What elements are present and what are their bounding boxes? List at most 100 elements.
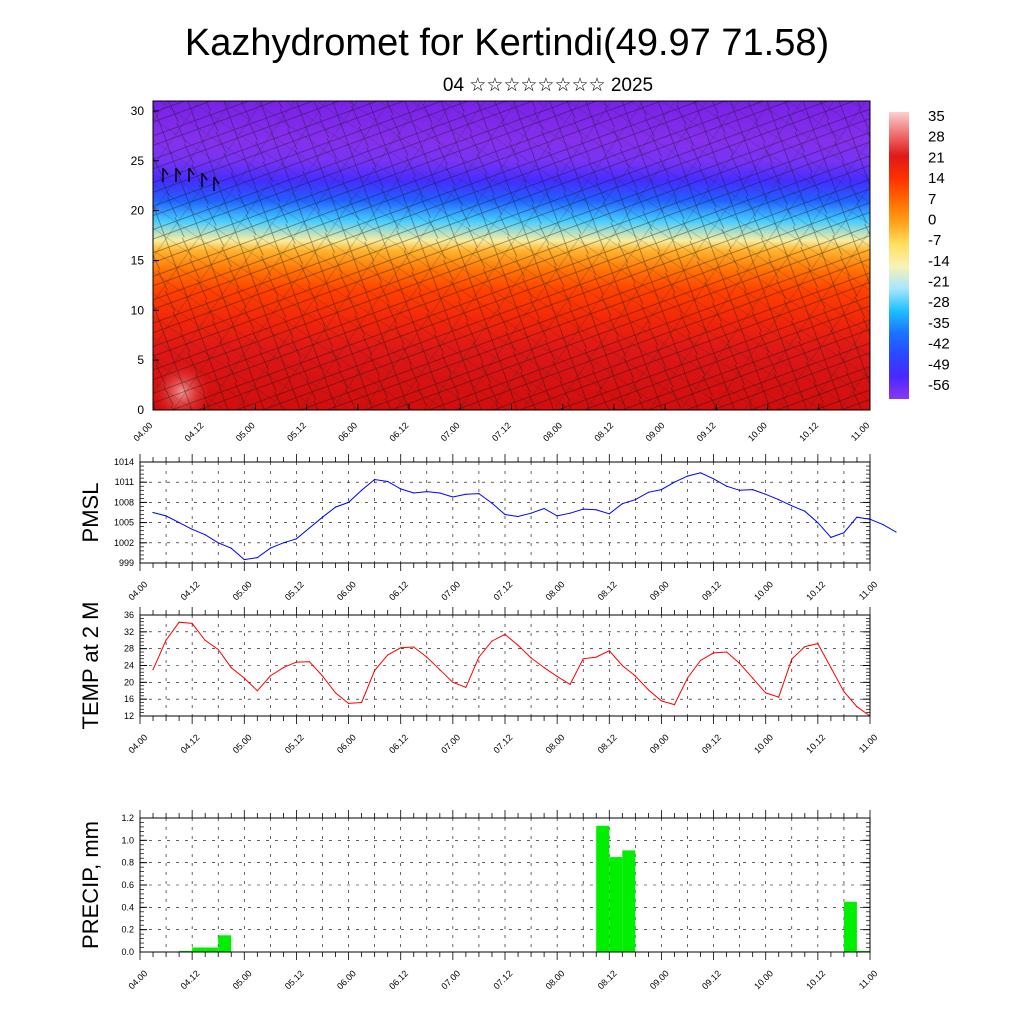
data-point [152,669,154,671]
xtick-label: 09.12 [700,579,723,602]
data-point [426,656,428,658]
series-line [152,621,871,717]
heatmap-xtick-label: 09.12 [695,420,718,443]
xtick-label: 09.00 [648,579,671,602]
ytick-label: 1005 [114,518,134,528]
data-point [686,475,689,477]
ytick-label: 20 [124,677,134,687]
precip-bar [205,947,219,952]
data-point [660,489,663,491]
heatmap-xtick-label: 11.00 [849,420,872,443]
colorbar: 35 28 21 14 7 0 -7 -14 -21 -28 -35 -42 -49 -56 [889,108,950,399]
precip-bar [622,850,636,952]
data-point [452,681,454,683]
xtick-label: 08.12 [596,968,619,991]
colorbar-label: 14 [928,170,945,187]
xtick-label: 11.00 [857,579,880,602]
heatmap-ytick-label: 15 [131,253,145,267]
data-point [256,690,258,692]
heatmap-xtick-label: 05.12 [285,420,308,443]
data-point [582,508,584,510]
data-point [608,513,610,515]
heatmap-xtick-label: 06.00 [336,420,359,443]
data-point [295,661,297,663]
data-point [374,669,376,672]
data-point [817,522,819,524]
data-point [217,648,219,651]
data-point [556,675,558,678]
xtick-label: 06.00 [335,968,358,991]
data-point [347,702,350,705]
data-point [426,491,428,493]
data-point [752,489,754,491]
ytick-label: 36 [124,610,134,620]
colorbar-ramp [889,112,909,399]
heatmap-xtick-label: 07.00 [439,420,462,443]
data-point [439,492,441,494]
data-point [361,701,363,704]
data-point [321,675,324,677]
data-point [621,664,623,667]
data-point [830,667,832,669]
data-point [647,689,650,691]
xtick-label: 10.00 [752,579,775,602]
xtick-label: 05.12 [283,732,306,755]
data-point [895,531,897,533]
data-point [230,667,232,669]
colorbar-label: 0 [928,211,936,228]
data-point [400,488,402,490]
data-point [243,677,245,679]
ytick-label: 24 [124,661,134,671]
heatmap-xtick-label: 08.12 [592,420,615,443]
data-point [530,657,532,659]
xtick-label: 10.00 [752,732,775,755]
heatmap-xtick-label: 09.00 [644,420,667,443]
chart-subtitle: 04 ☆☆☆☆☆☆☆☆ 2025 [443,75,653,96]
wind-barb [201,172,208,187]
y-axis-title: TEMP at 2 M [78,602,103,730]
heatmap-xtick-label: 10.12 [797,420,820,443]
data-point [465,493,467,495]
panel-frame [139,817,871,953]
xtick-label: 05.00 [231,732,254,755]
data-point [882,524,884,526]
data-point [699,472,702,474]
xtick-label: 09.00 [648,968,671,991]
data-point [256,557,258,559]
ytick-label: 0.4 [121,902,134,912]
data-point [439,669,441,671]
xtick-label: 08.00 [544,579,567,602]
wind-barb [188,167,195,182]
data-point [295,538,297,540]
temp-panel: 12 16 20 24 28 32 36 04.00 04.12 05.00 05.12 06.00 0… [78,602,879,756]
xtick-label: 10.12 [804,732,827,755]
data-point [830,536,832,539]
data-point [686,677,689,679]
xtick-label: 06.12 [387,968,410,991]
xtick-label: 11.00 [857,968,880,991]
panel-frame [139,614,871,717]
colorbar-label: -14 [928,253,950,270]
data-point [843,532,845,534]
wind-barb [213,176,220,191]
data-point [282,542,284,544]
xtick-label: 07.12 [491,968,514,991]
data-point [804,646,806,648]
ytick-label: 1.0 [121,835,134,845]
colorbar-label: 28 [928,129,945,146]
wind-barb [162,167,169,182]
data-point [504,513,506,516]
data-point [374,478,376,481]
data-point [608,650,610,652]
data-point [204,639,206,641]
data-point [387,654,389,656]
data-point [739,662,741,665]
heatmap-ytick-label: 10 [131,303,145,317]
xtick-label: 06.00 [335,579,358,602]
data-point [452,496,454,498]
colorbar-label: -28 [928,294,950,311]
data-point [191,622,193,625]
data-point [804,510,806,512]
colorbar-label: -21 [928,274,950,291]
